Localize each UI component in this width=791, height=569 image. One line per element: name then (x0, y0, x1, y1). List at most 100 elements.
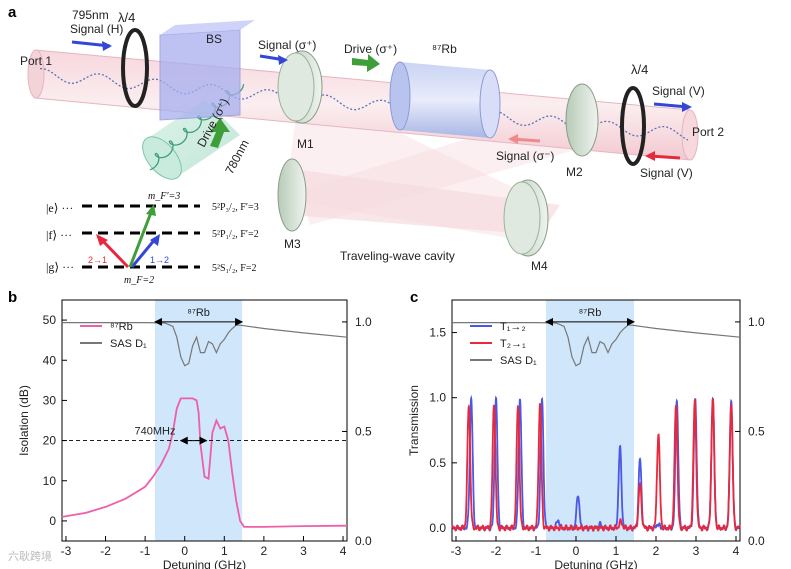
x-tick-label: -3 (61, 544, 72, 558)
x-tick-label: -2 (100, 544, 111, 558)
x-tick-label: 4 (340, 544, 347, 558)
rb-cell-right (479, 69, 501, 139)
y-tick-label: 1.5 (429, 326, 446, 340)
f-term-label: 5²P₁/₂, F′=2 (212, 229, 259, 240)
rb-cell-left (389, 61, 411, 131)
legend-label: SAS D₁ (110, 338, 147, 350)
legend-label: T₂→₁ (500, 338, 526, 350)
x-tick-label: -1 (531, 544, 542, 558)
drive-label: Drive (σ⁺) (344, 42, 397, 56)
x-tick-label: 3 (693, 544, 700, 558)
plot-frame (61, 299, 348, 542)
y-tick-label: 0.5 (429, 456, 446, 470)
panel-label-b: b (8, 289, 17, 306)
transition-1-2 (130, 237, 158, 268)
m3-label: M3 (284, 237, 301, 251)
y-tick-label: 10 (43, 474, 57, 488)
plot-frame (451, 299, 741, 542)
x-tick-label: 2 (261, 544, 268, 558)
signal-v-out-label: Signal (V) (652, 84, 705, 98)
bs-label: BS (206, 32, 222, 46)
y-tick-label: 20 (43, 434, 57, 448)
arrow-21-label: 2→1 (88, 255, 107, 265)
transition-2-1 (98, 236, 130, 269)
transition-1-2-head (150, 234, 160, 246)
mirror-m3 (277, 158, 307, 232)
qwp-left-label: λ/4 (118, 10, 135, 25)
arrow-12-label: 1→2 (150, 255, 169, 265)
legend-label: SAS D₁ (500, 355, 537, 367)
shade-region (546, 300, 634, 541)
signal-sigma-minus-arrowhead (508, 134, 518, 144)
drive-arrow (352, 54, 380, 72)
x-tick-label: -1 (140, 544, 151, 558)
transition-drive (128, 209, 154, 268)
y2-tick-label: 0.0 (748, 534, 765, 548)
bandwidth-label: 740MHz (135, 426, 176, 438)
panel-c-chart: c -3 -2 -1 0 1 2 3 4 0.0 0.5 1.0 1.5 0.0 0.5 1.0 Detuni… (407, 289, 765, 569)
signal-h-label: Signal (H) (70, 22, 123, 36)
signal-sigma-arrowhead (278, 55, 288, 65)
rb-span-label: ⁸⁷Rb (187, 307, 210, 319)
m1-label: M1 (297, 137, 314, 151)
level-e-label: |e⟩ ··· (46, 201, 73, 215)
rb-span-label: ⁸⁷Rb (579, 307, 602, 319)
m4-label: M4 (531, 259, 548, 273)
y-axis-label: Transmission (407, 385, 421, 456)
x-tick-label: 0 (181, 544, 188, 558)
y2-tick-label: 1.0 (355, 315, 372, 329)
rb-cell (400, 62, 490, 138)
panel-b-chart: b -3 -2 -1 0 1 2 3 4010203040500.00.51.0Detunin… (8, 289, 372, 569)
series-line-0 (61, 397, 348, 528)
e-term-label: 5²P₃/₂, F′=3 (212, 202, 259, 213)
y2-tick-label: 0.5 (748, 424, 765, 438)
qwp-left (121, 28, 149, 108)
y2-tick-label: 1.0 (748, 315, 765, 329)
y-tick-label: 1.0 (429, 391, 446, 405)
signal-in-arrowhead (102, 41, 112, 51)
signal-v-in-arrowhead (645, 151, 655, 161)
watermark: 六耿跨境 (8, 549, 52, 563)
panel-label-a: a (8, 4, 17, 21)
x-tick-label: 1 (221, 544, 228, 558)
y-tick-label: 40 (43, 353, 57, 367)
cavity-beam-bottom (290, 170, 560, 235)
y-tick-label: 50 (43, 313, 57, 327)
x-tick-label: -3 (451, 544, 462, 558)
qwp-right-label: λ/4 (631, 62, 648, 77)
m2-label: M2 (566, 165, 583, 179)
tube-end-left (27, 49, 45, 99)
signal-v-out-arrowhead (682, 102, 692, 112)
signal-sigma-plus-label: Signal (σ⁺) (258, 38, 316, 52)
x-axis-label: Detuning (GHz) (554, 558, 637, 569)
signal-v-in-label: Signal (V) (640, 166, 693, 180)
x-tick-label: 1 (613, 544, 620, 558)
g-term-label: 5²S₁/₂, F=2 (212, 263, 257, 274)
transition-2-1-head (96, 234, 108, 246)
level-f-label: |f⟩ ··· (46, 228, 72, 242)
qwp-right (620, 86, 646, 166)
y2-tick-label: 0.0 (355, 534, 372, 548)
port1-label: Port 1 (20, 54, 52, 68)
mirror-m1-face (277, 52, 315, 122)
signal-sigma-minus-label: Signal (σ⁻) (496, 149, 554, 163)
panel-label-c: c (410, 289, 418, 306)
y2-tick-label: 0.5 (355, 424, 372, 438)
x-axis-label: Detuning (GHz) (163, 558, 246, 569)
x-tick-label: 0 (573, 544, 580, 558)
level-g-label: |g⟩ ··· (46, 260, 74, 274)
legend-label: ⁸⁷Rb (110, 321, 133, 333)
x-tick-label: -2 (491, 544, 502, 558)
mf-prime-label: m_F′=3 (148, 191, 180, 202)
panel-a-schematic: a BS λ/4 795nm Signal (H) Port 1 M1 Sign… (8, 4, 724, 286)
y-tick-label: 0 (49, 514, 56, 528)
energy-level-diagram: |e⟩ ··· |f⟩ ··· |g⟩ ··· 2→1 1→2 m_F′=3 m… (46, 191, 259, 286)
y-tick-label: 0.0 (429, 521, 446, 535)
y-tick-label: 30 (43, 393, 57, 407)
mf-label: m_F=2 (124, 275, 154, 286)
rb-cell-label: ⁸⁷Rb (432, 42, 457, 56)
wavelength-795-label: 795nm (72, 8, 109, 22)
x-tick-label: 3 (300, 544, 307, 558)
tube-end-right (681, 109, 699, 161)
